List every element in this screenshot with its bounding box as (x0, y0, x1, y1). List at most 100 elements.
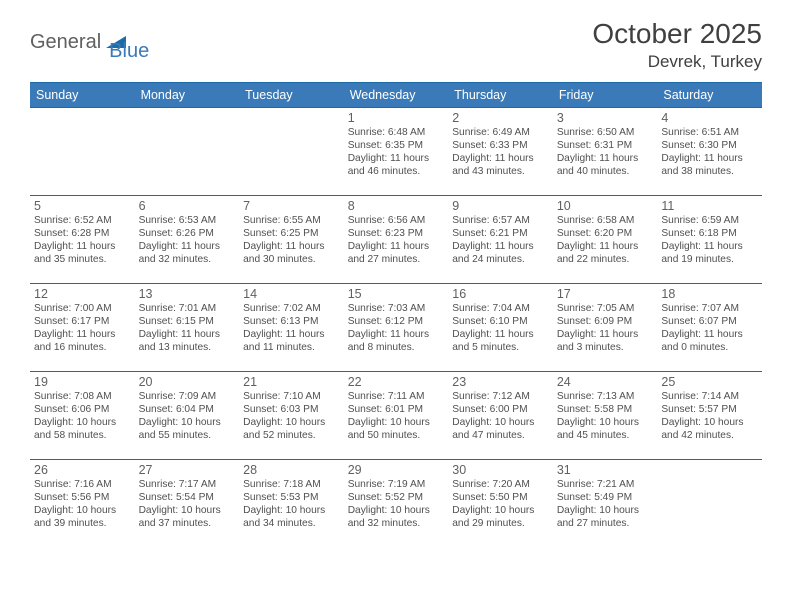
day-header: Friday (553, 83, 658, 108)
sunset-line: Sunset: 6:23 PM (348, 227, 445, 240)
calendar-day-cell: 27Sunrise: 7:17 AMSunset: 5:54 PMDayligh… (135, 460, 240, 548)
sunset-line: Sunset: 6:17 PM (34, 315, 131, 328)
calendar-day-cell: 10Sunrise: 6:58 AMSunset: 6:20 PMDayligh… (553, 196, 658, 284)
sunrise-line: Sunrise: 6:59 AM (661, 214, 758, 227)
daylight-line-1: Daylight: 11 hours (243, 328, 340, 341)
sunrise-line: Sunrise: 7:03 AM (348, 302, 445, 315)
calendar-day-cell: 15Sunrise: 7:03 AMSunset: 6:12 PMDayligh… (344, 284, 449, 372)
daylight-line-1: Daylight: 10 hours (34, 416, 131, 429)
calendar-week-row: 12Sunrise: 7:00 AMSunset: 6:17 PMDayligh… (30, 284, 762, 372)
sunrise-line: Sunrise: 6:49 AM (452, 126, 549, 139)
sunrise-line: Sunrise: 6:57 AM (452, 214, 549, 227)
month-title: October 2025 (592, 18, 762, 50)
day-number: 4 (661, 111, 758, 125)
day-header: Monday (135, 83, 240, 108)
daylight-line-2: and 0 minutes. (661, 341, 758, 354)
daylight-line-2: and 16 minutes. (34, 341, 131, 354)
sunset-line: Sunset: 6:13 PM (243, 315, 340, 328)
day-header: Wednesday (344, 83, 449, 108)
day-number: 1 (348, 111, 445, 125)
calendar-day-cell: 2Sunrise: 6:49 AMSunset: 6:33 PMDaylight… (448, 108, 553, 196)
sunrise-line: Sunrise: 6:51 AM (661, 126, 758, 139)
daylight-line-1: Daylight: 10 hours (557, 416, 654, 429)
sunset-line: Sunset: 5:56 PM (34, 491, 131, 504)
sunset-line: Sunset: 6:12 PM (348, 315, 445, 328)
header-row: General Blue October 2025 Devrek, Turkey (30, 18, 762, 72)
day-number: 14 (243, 287, 340, 301)
day-header: Sunday (30, 83, 135, 108)
daylight-line-2: and 32 minutes. (348, 517, 445, 530)
sunset-line: Sunset: 6:06 PM (34, 403, 131, 416)
daylight-line-2: and 27 minutes. (557, 517, 654, 530)
calendar-day-cell: 26Sunrise: 7:16 AMSunset: 5:56 PMDayligh… (30, 460, 135, 548)
daylight-line-1: Daylight: 10 hours (452, 416, 549, 429)
calendar-day-cell: 28Sunrise: 7:18 AMSunset: 5:53 PMDayligh… (239, 460, 344, 548)
calendar-day-cell: 21Sunrise: 7:10 AMSunset: 6:03 PMDayligh… (239, 372, 344, 460)
daylight-line-2: and 58 minutes. (34, 429, 131, 442)
day-number: 25 (661, 375, 758, 389)
sunset-line: Sunset: 6:09 PM (557, 315, 654, 328)
day-header: Tuesday (239, 83, 344, 108)
daylight-line-2: and 42 minutes. (661, 429, 758, 442)
day-number: 5 (34, 199, 131, 213)
sunset-line: Sunset: 5:50 PM (452, 491, 549, 504)
daylight-line-2: and 52 minutes. (243, 429, 340, 442)
sunrise-line: Sunrise: 7:11 AM (348, 390, 445, 403)
sunset-line: Sunset: 6:00 PM (452, 403, 549, 416)
calendar-day-cell: 5Sunrise: 6:52 AMSunset: 6:28 PMDaylight… (30, 196, 135, 284)
daylight-line-2: and 35 minutes. (34, 253, 131, 266)
day-header: Saturday (657, 83, 762, 108)
sunset-line: Sunset: 6:18 PM (661, 227, 758, 240)
day-number: 12 (34, 287, 131, 301)
calendar-day-cell: 18Sunrise: 7:07 AMSunset: 6:07 PMDayligh… (657, 284, 762, 372)
daylight-line-2: and 38 minutes. (661, 165, 758, 178)
calendar-day-cell (30, 108, 135, 196)
day-number: 16 (452, 287, 549, 301)
daylight-line-1: Daylight: 11 hours (348, 152, 445, 165)
daylight-line-2: and 22 minutes. (557, 253, 654, 266)
daylight-line-2: and 5 minutes. (452, 341, 549, 354)
sunset-line: Sunset: 6:30 PM (661, 139, 758, 152)
daylight-line-2: and 34 minutes. (243, 517, 340, 530)
sunset-line: Sunset: 5:57 PM (661, 403, 758, 416)
day-number: 6 (139, 199, 236, 213)
daylight-line-1: Daylight: 11 hours (243, 240, 340, 253)
daylight-line-2: and 32 minutes. (139, 253, 236, 266)
day-number: 26 (34, 463, 131, 477)
sunrise-line: Sunrise: 7:05 AM (557, 302, 654, 315)
day-header: Thursday (448, 83, 553, 108)
logo: General Blue (30, 22, 149, 63)
calendar-day-cell: 6Sunrise: 6:53 AMSunset: 6:26 PMDaylight… (135, 196, 240, 284)
day-number: 10 (557, 199, 654, 213)
calendar-day-cell: 22Sunrise: 7:11 AMSunset: 6:01 PMDayligh… (344, 372, 449, 460)
sunrise-line: Sunrise: 6:53 AM (139, 214, 236, 227)
sunrise-line: Sunrise: 7:07 AM (661, 302, 758, 315)
calendar-day-cell: 16Sunrise: 7:04 AMSunset: 6:10 PMDayligh… (448, 284, 553, 372)
sunrise-line: Sunrise: 6:52 AM (34, 214, 131, 227)
daylight-line-1: Daylight: 11 hours (34, 240, 131, 253)
daylight-line-2: and 13 minutes. (139, 341, 236, 354)
sunset-line: Sunset: 6:03 PM (243, 403, 340, 416)
day-number: 15 (348, 287, 445, 301)
calendar-day-cell: 20Sunrise: 7:09 AMSunset: 6:04 PMDayligh… (135, 372, 240, 460)
day-number: 17 (557, 287, 654, 301)
calendar-day-cell: 14Sunrise: 7:02 AMSunset: 6:13 PMDayligh… (239, 284, 344, 372)
sunrise-line: Sunrise: 7:21 AM (557, 478, 654, 491)
day-number: 20 (139, 375, 236, 389)
daylight-line-2: and 11 minutes. (243, 341, 340, 354)
sunset-line: Sunset: 6:25 PM (243, 227, 340, 240)
daylight-line-2: and 8 minutes. (348, 341, 445, 354)
calendar-day-cell (135, 108, 240, 196)
daylight-line-1: Daylight: 11 hours (661, 152, 758, 165)
calendar-day-cell: 4Sunrise: 6:51 AMSunset: 6:30 PMDaylight… (657, 108, 762, 196)
sunrise-line: Sunrise: 7:19 AM (348, 478, 445, 491)
daylight-line-1: Daylight: 11 hours (452, 328, 549, 341)
sunset-line: Sunset: 6:26 PM (139, 227, 236, 240)
sunrise-line: Sunrise: 7:04 AM (452, 302, 549, 315)
daylight-line-1: Daylight: 11 hours (452, 240, 549, 253)
daylight-line-1: Daylight: 11 hours (348, 240, 445, 253)
calendar-day-cell: 19Sunrise: 7:08 AMSunset: 6:06 PMDayligh… (30, 372, 135, 460)
sunset-line: Sunset: 5:58 PM (557, 403, 654, 416)
daylight-line-2: and 46 minutes. (348, 165, 445, 178)
daylight-line-2: and 55 minutes. (139, 429, 236, 442)
